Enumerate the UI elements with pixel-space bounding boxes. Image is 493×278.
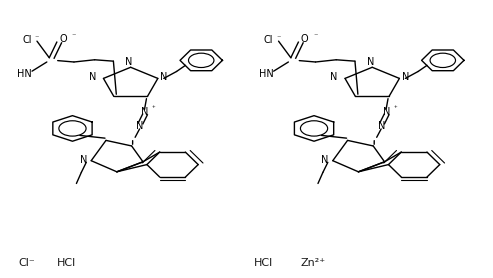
Text: O: O xyxy=(301,34,309,44)
Text: N: N xyxy=(402,72,409,82)
Text: ⁻: ⁻ xyxy=(314,31,317,40)
Text: ⁻: ⁻ xyxy=(277,34,281,43)
Text: N: N xyxy=(137,121,144,131)
Text: HN: HN xyxy=(17,69,32,79)
Text: ⁻: ⁻ xyxy=(35,34,39,43)
Text: HN: HN xyxy=(259,69,274,79)
Text: Cl: Cl xyxy=(264,35,273,45)
Text: ⁻: ⁻ xyxy=(72,31,76,40)
Text: HCl: HCl xyxy=(254,258,274,268)
Text: N: N xyxy=(160,72,168,82)
Text: N: N xyxy=(89,72,96,82)
Text: Cl⁻: Cl⁻ xyxy=(19,258,35,268)
Text: N: N xyxy=(383,107,390,117)
Text: N: N xyxy=(80,155,87,165)
Text: O: O xyxy=(59,34,67,44)
Text: Cl: Cl xyxy=(22,35,32,45)
Text: N: N xyxy=(367,57,374,67)
Text: ⁺: ⁺ xyxy=(152,106,156,112)
Text: HCl: HCl xyxy=(57,258,76,268)
Text: N: N xyxy=(141,107,149,117)
Text: Zn²⁺: Zn²⁺ xyxy=(301,258,325,268)
Text: N: N xyxy=(330,72,338,82)
Text: N: N xyxy=(126,57,133,67)
Text: N: N xyxy=(378,121,386,131)
Text: N: N xyxy=(321,155,328,165)
Text: ⁺: ⁺ xyxy=(393,106,397,112)
